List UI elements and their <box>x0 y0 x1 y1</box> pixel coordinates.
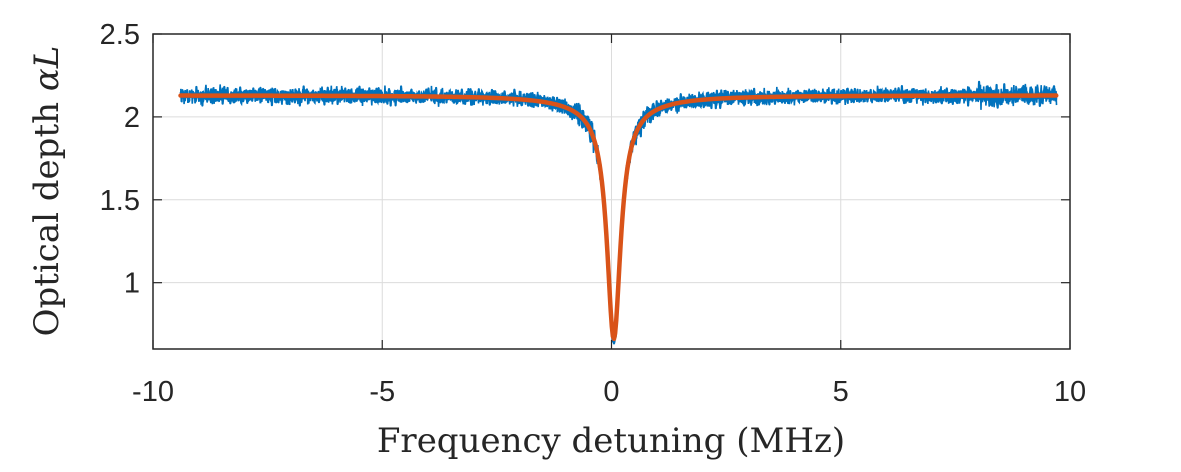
x-tick-label: 10 <box>1054 376 1086 408</box>
y-axis-label: Optical depth αL <box>27 46 67 337</box>
y-tick-label: 2.5 <box>100 19 140 51</box>
x-axis-label: Frequency detuning (MHz) <box>377 421 845 461</box>
x-tick-label: 5 <box>833 376 849 408</box>
y-axis-label-symbol: αL <box>27 46 67 92</box>
y-tick-labels: 1 1.5 2 2.5 <box>100 19 140 300</box>
y-axis-label-text: Optical depth <box>27 91 67 336</box>
series-fit <box>178 93 1059 342</box>
y-tick-label: 1.5 <box>100 185 140 217</box>
tick-marks <box>152 33 1071 349</box>
x-tick-labels: -10 -5 0 5 10 <box>132 376 1086 408</box>
fit-series-line <box>178 93 1059 342</box>
y-tick-label: 1 <box>124 268 140 300</box>
x-tick-label: 0 <box>603 376 619 408</box>
x-tick-label: -10 <box>132 376 174 408</box>
grid-lines <box>153 34 1070 349</box>
x-tick-label: -5 <box>369 376 395 408</box>
y-tick-label: 2 <box>124 102 140 134</box>
